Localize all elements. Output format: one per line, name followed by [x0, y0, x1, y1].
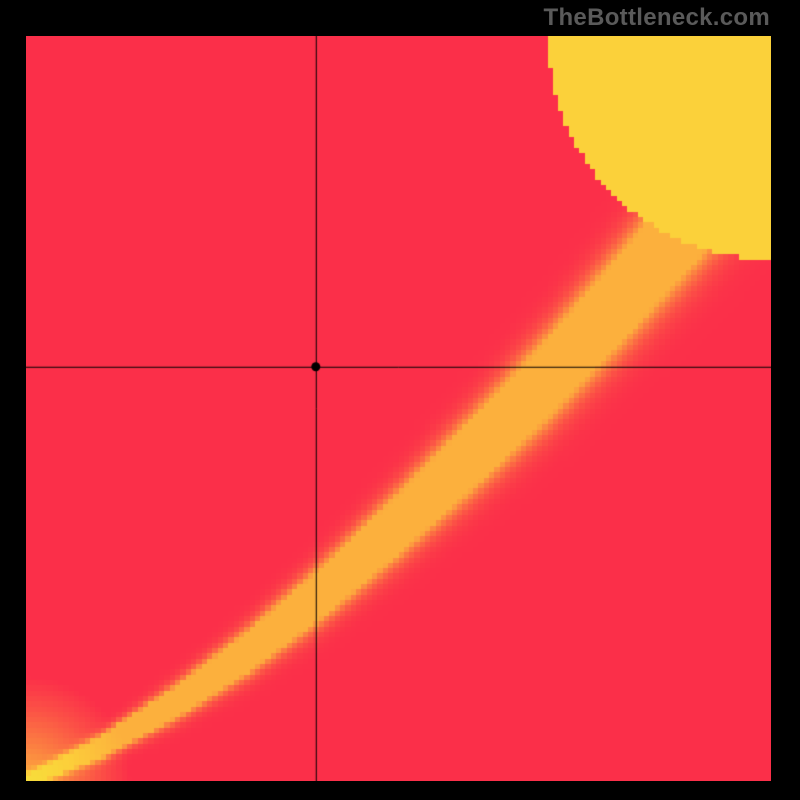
bottleneck-heatmap	[26, 36, 771, 781]
attribution-text: TheBottleneck.com	[544, 4, 770, 32]
chart-container: TheBottleneck.com	[0, 0, 800, 800]
